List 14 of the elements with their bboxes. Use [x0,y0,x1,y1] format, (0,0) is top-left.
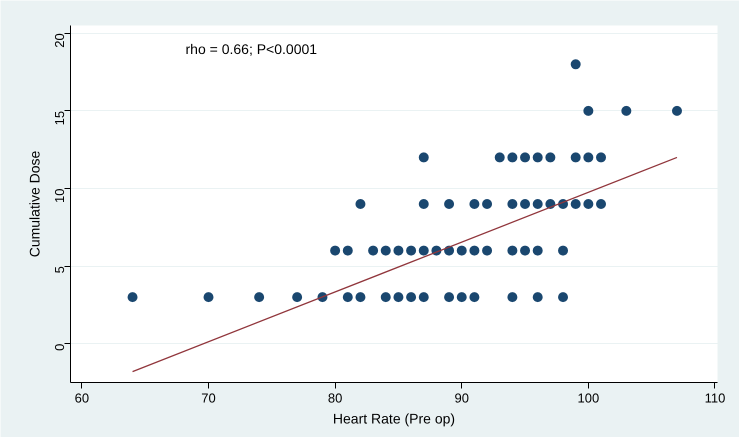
y-axis-title: Cumulative Dose [26,150,42,258]
y-tick-label: 15 [52,110,67,126]
y-tick-label: 10 [52,188,67,203]
x-tick-label: 70 [201,390,216,406]
x-tick-label: 90 [454,390,469,406]
y-tick-label: 20 [52,33,67,48]
x-axis-title: Heart Rate (Pre op) [332,410,456,426]
y-tick-label: 0 [52,344,67,351]
x-tick-label: 60 [74,390,90,406]
x-tick-label: 110 [704,390,726,406]
x-tick-label: 80 [328,390,342,406]
x-tick-label: 100 [578,390,600,406]
y-tick-label: 5 [52,266,67,274]
annotation: rho = 0.66; P<0.0001 [186,41,318,58]
